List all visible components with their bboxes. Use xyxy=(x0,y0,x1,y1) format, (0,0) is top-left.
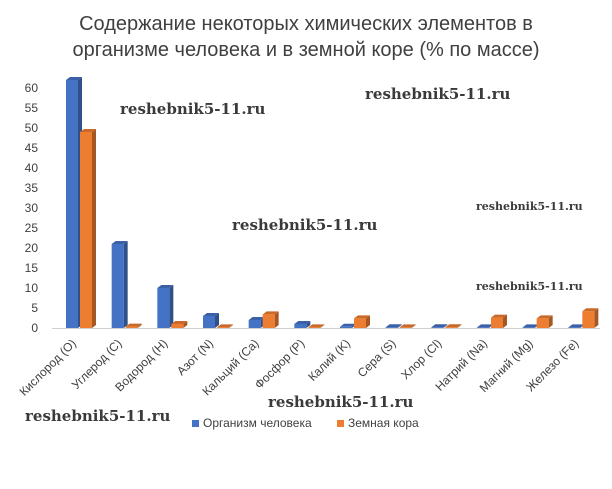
chart-title-line-2: организме человека и в земной коре (% по… xyxy=(72,39,539,61)
watermark: reshebnik5-11.ru xyxy=(476,280,583,293)
watermark: reshebnik5-11.ru xyxy=(268,393,414,411)
bar xyxy=(308,324,325,328)
bar xyxy=(399,324,416,328)
bar xyxy=(340,323,356,328)
legend-label: Земная кора xyxy=(348,416,419,430)
x-axis: Кислород (O)Углерод (С)Водород (H) Азот (… xyxy=(17,328,600,399)
y-tick-label: 15 xyxy=(25,261,39,275)
x-tick-label: Калий (K) xyxy=(305,336,353,384)
y-tick-label: 40 xyxy=(25,161,39,175)
x-tick-label: Хлор (Cl) xyxy=(398,336,444,382)
bar xyxy=(477,324,493,328)
watermark: reshebnik5-11.ru xyxy=(25,407,171,425)
watermark: reshebnik5-11.ru xyxy=(365,85,511,103)
watermark: reshebnik5-11.ru xyxy=(232,216,378,234)
bar xyxy=(431,324,448,328)
legend-item: Организм человека xyxy=(192,416,312,430)
bar xyxy=(445,324,462,328)
bars xyxy=(66,77,599,328)
bar xyxy=(536,315,553,328)
legend: Организм человека Земная кора xyxy=(192,416,419,430)
legend-swatch xyxy=(192,420,199,427)
y-tick-label: 0 xyxy=(31,321,38,335)
y-tick-label: 60 xyxy=(25,81,39,95)
x-tick-label: Кислород (O) xyxy=(17,336,79,398)
bar xyxy=(354,315,370,328)
bar xyxy=(217,324,233,328)
legend-item: Земная кора xyxy=(337,416,419,430)
watermark: reshebnik5-11.ru xyxy=(476,200,583,213)
x-tick-label: Сера (S) xyxy=(355,336,399,380)
y-tick-label: 20 xyxy=(25,241,39,255)
bar xyxy=(294,321,311,328)
y-tick-label: 35 xyxy=(25,181,39,195)
y-tick-label: 30 xyxy=(25,201,39,215)
x-tick-label: Фосфор (P) xyxy=(252,336,307,391)
bar xyxy=(66,77,82,328)
x-tick-label: Азот (N) xyxy=(174,336,216,378)
bar xyxy=(522,324,539,328)
y-tick-label: 10 xyxy=(25,281,39,295)
bar xyxy=(157,285,174,328)
bar xyxy=(248,317,265,328)
bar xyxy=(582,308,599,328)
watermark: reshebnik5-11.ru xyxy=(120,100,266,118)
bar xyxy=(111,241,128,328)
bar xyxy=(262,311,279,328)
y-tick-label: 45 xyxy=(25,141,39,155)
y-axis: 0 5 10 15 20 25 30 35 40 45 50 55 60 xyxy=(25,81,39,335)
y-tick-label: 55 xyxy=(25,101,39,115)
bar xyxy=(491,314,507,328)
y-tick-label: 25 xyxy=(25,221,39,235)
bar xyxy=(171,321,188,328)
bar xyxy=(203,313,219,328)
legend-label: Организм человека xyxy=(203,416,312,430)
y-tick-label: 5 xyxy=(31,301,38,315)
bar xyxy=(568,324,585,328)
y-tick-label: 50 xyxy=(25,121,39,135)
legend-swatch xyxy=(337,420,344,427)
bar xyxy=(80,129,96,328)
chart-title-line-1: Содержание некоторых химических элементо… xyxy=(79,13,533,35)
bar xyxy=(385,324,402,328)
bar xyxy=(125,323,142,328)
